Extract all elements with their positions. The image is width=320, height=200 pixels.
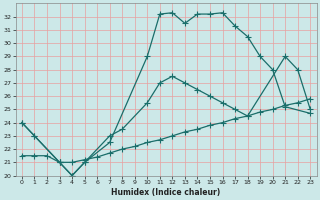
X-axis label: Humidex (Indice chaleur): Humidex (Indice chaleur) xyxy=(111,188,221,197)
